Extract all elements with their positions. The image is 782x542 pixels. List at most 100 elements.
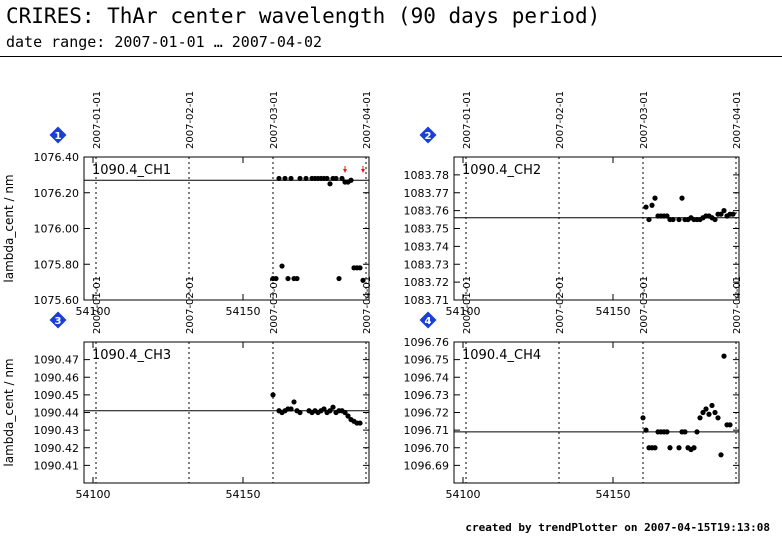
y-tick-label: 1083.73	[404, 258, 450, 271]
y-tick-label: 1096.71	[404, 424, 450, 437]
data-point	[664, 213, 670, 219]
data-point	[709, 402, 715, 409]
date-marker-label: 2007-02-01	[185, 276, 196, 334]
data-point	[276, 175, 282, 182]
panel-index-label: 2	[425, 131, 432, 142]
x-tick-label: 54100	[76, 305, 111, 318]
data-point	[360, 277, 366, 283]
data-point	[700, 409, 706, 416]
data-point	[357, 265, 363, 271]
data-point	[339, 175, 345, 182]
data-point	[330, 404, 336, 410]
data-point	[730, 211, 736, 217]
data-point	[691, 445, 697, 451]
y-tick-label: 1083.76	[404, 205, 450, 218]
data-point	[676, 445, 682, 451]
y-tick-label: 1096.75	[404, 354, 450, 367]
outlier-arrow-head	[343, 169, 347, 173]
data-point	[712, 216, 718, 223]
panel-label: 1090.4_CH3	[92, 348, 171, 363]
date-marker-label: 2007-02-01	[185, 91, 196, 149]
chart-panel-3: 2007-01-01 2007-02-01 2007-03-01 2007-04-01…	[2, 276, 373, 501]
data-point	[679, 195, 685, 201]
data-point	[682, 429, 688, 435]
y-axis-label: lambda_cent / nm	[2, 174, 16, 282]
data-point	[649, 202, 655, 208]
data-point	[664, 429, 670, 435]
plot-frame	[453, 156, 740, 301]
y-tick-label: 1096.72	[404, 407, 450, 420]
data-point	[357, 420, 363, 426]
y-tick-label: 1090.44	[34, 407, 80, 420]
chart-panel-4: 2007-01-01 2007-02-01 2007-03-01 2007-04-01…	[404, 276, 744, 501]
data-point	[676, 216, 682, 223]
page-title: CRIRES: ThAr center wavelength (90 days …	[6, 4, 601, 28]
y-tick-label: 1083.72	[404, 276, 450, 289]
data-point	[727, 422, 733, 428]
panel-index-diamond	[419, 126, 437, 144]
panel-index-label: 1	[55, 131, 62, 142]
date-marker-label: 2007-03-01	[639, 276, 650, 334]
x-tick-label: 54100	[76, 488, 111, 501]
y-tick-label: 1096.70	[404, 442, 450, 455]
data-point	[718, 211, 724, 217]
y-tick-label: 1083.71	[404, 294, 450, 307]
y-tick-label: 1090.46	[34, 371, 80, 384]
date-marker-label: 2007-01-01	[462, 276, 473, 334]
data-point	[270, 392, 276, 398]
y-tick-label: 1090.41	[34, 459, 80, 472]
panel-index-label: 4	[425, 316, 432, 327]
x-tick-label: 54100	[446, 305, 481, 318]
data-point	[706, 411, 712, 417]
date-marker-label: 2007-02-01	[555, 276, 566, 334]
data-point	[718, 452, 724, 458]
y-tick-label: 1096.74	[404, 371, 450, 384]
data-point	[273, 275, 279, 282]
data-point	[670, 216, 676, 223]
data-point	[291, 399, 297, 405]
x-tick-label: 54150	[596, 488, 631, 501]
data-point	[652, 195, 658, 201]
data-point	[703, 406, 709, 412]
y-tick-label: 1083.75	[404, 223, 450, 236]
panel-index-diamond	[419, 311, 437, 329]
data-point	[697, 415, 703, 421]
data-point	[321, 406, 327, 412]
date-marker-label: 2007-04-01	[732, 276, 743, 334]
data-point	[294, 275, 300, 282]
data-point	[342, 409, 348, 416]
footer-credit: created by trendPlotter on 2007-04-15T19…	[465, 521, 770, 534]
x-tick-label: 54100	[446, 488, 481, 501]
data-point	[721, 353, 727, 359]
x-tick-label: 54150	[226, 488, 261, 501]
y-tick-label: 1083.78	[404, 169, 450, 182]
date-marker-label: 2007-03-01	[269, 276, 280, 334]
y-tick-label: 1090.43	[34, 424, 80, 437]
data-point	[652, 445, 658, 451]
y-tick-label: 1076.20	[34, 187, 80, 200]
data-point	[721, 208, 727, 214]
panel-label: 1090.4_CH4	[462, 348, 541, 363]
date-marker-label: 2007-01-01	[462, 91, 473, 149]
data-point	[327, 181, 333, 187]
chart-panel-2: 2007-01-01 2007-02-01 2007-03-01 2007-04-01…	[404, 91, 744, 318]
x-tick-label: 54150	[596, 305, 631, 318]
panel-label: 1090.4_CH1	[92, 163, 171, 178]
y-tick-label: 1096.76	[404, 336, 450, 349]
y-tick-label: 1083.77	[404, 187, 450, 200]
data-point	[285, 275, 291, 282]
y-tick-label: 1076.40	[34, 151, 80, 164]
date-marker-label: 2007-04-01	[362, 91, 373, 149]
data-point	[324, 175, 330, 182]
data-point	[297, 175, 303, 182]
y-tick-label: 1090.47	[34, 354, 80, 367]
data-point	[667, 445, 673, 451]
data-point	[282, 175, 288, 182]
date-marker-label: 2007-01-01	[92, 91, 103, 149]
data-point	[712, 409, 718, 416]
data-point	[288, 175, 294, 182]
x-tick-label: 54150	[226, 305, 261, 318]
y-tick-label: 1075.60	[34, 294, 80, 307]
y-tick-label: 1076.00	[34, 223, 80, 236]
